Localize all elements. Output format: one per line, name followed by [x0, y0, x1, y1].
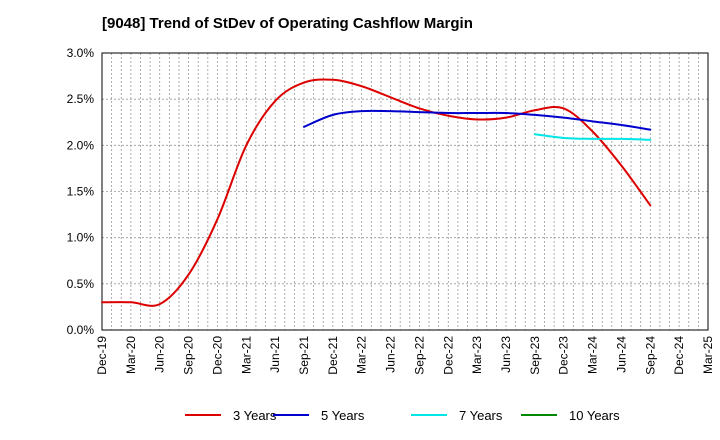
x-tick-label: Mar-24: [586, 336, 600, 374]
y-tick-label: 0.5%: [67, 277, 95, 291]
legend-swatch: [521, 414, 557, 416]
x-tick-label: Mar-21: [239, 336, 253, 374]
x-tick-label: Dec-24: [672, 336, 686, 375]
x-tick-label: Sep-22: [412, 336, 426, 375]
legend-label: 7 Years: [459, 407, 503, 423]
chart-title: [9048] Trend of StDev of Operating Cashf…: [102, 15, 473, 32]
x-tick-label: Dec-23: [557, 336, 571, 375]
series-layer: [101, 78, 652, 307]
y-tick-label: 1.0%: [67, 231, 95, 245]
x-tick-label: Sep-24: [643, 336, 657, 375]
legend-label: 3 Years: [233, 407, 277, 423]
y-tick-label: 1.5%: [67, 185, 95, 199]
plot-frame: [101, 52, 709, 331]
x-tick-label: Jun-20: [153, 336, 167, 373]
x-tick-label: Sep-20: [182, 336, 196, 375]
grid-layer: [102, 53, 708, 330]
x-tick-label: Jun-24: [614, 336, 628, 373]
legend-swatch: [273, 414, 309, 416]
y-tick-label: 3.0%: [67, 46, 95, 60]
legend-label: 5 Years: [321, 407, 365, 423]
legend-item: 3 Years: [185, 404, 276, 426]
legend-item: 7 Years: [411, 404, 502, 426]
series-line-3-years: [101, 78, 652, 307]
x-tick-label: Dec-20: [210, 336, 224, 375]
x-tick-label: Jun-22: [384, 336, 398, 373]
x-tick-label: Mar-23: [470, 336, 484, 374]
legend-item: 5 Years: [273, 404, 364, 426]
series-line-7-years: [533, 133, 652, 141]
x-tick-label: Sep-21: [297, 336, 311, 375]
legend-swatch: [185, 414, 221, 416]
legend-item: 10 Years: [521, 404, 620, 426]
legend-label: 10 Years: [569, 407, 620, 423]
y-tick-label: 2.0%: [67, 138, 95, 152]
x-tick-label: Jun-21: [268, 336, 282, 373]
x-tick-label: Mar-25: [701, 336, 715, 374]
legend-swatch: [411, 414, 447, 416]
x-tick-label: Jun-23: [499, 336, 513, 373]
x-tick-label: Mar-22: [355, 336, 369, 374]
y-tick-label: 2.5%: [67, 92, 95, 106]
x-tick-label: Dec-19: [95, 336, 109, 375]
axis-layer: 0.0% 0.5% 1.0% 1.5% 2.0% 2.5% 3.0% Dec-19 Mar-20…: [67, 46, 715, 375]
x-tick-label: Dec-22: [441, 336, 455, 375]
legend: 3 Years 5 Years 7 Years 10 Years: [0, 404, 720, 426]
series-line-5-years: [303, 109, 652, 131]
x-tick-label: Sep-23: [528, 336, 542, 375]
y-tick-label: 0.0%: [67, 323, 95, 337]
x-tick-label: Mar-20: [124, 336, 138, 374]
x-tick-label: Dec-21: [326, 336, 340, 375]
